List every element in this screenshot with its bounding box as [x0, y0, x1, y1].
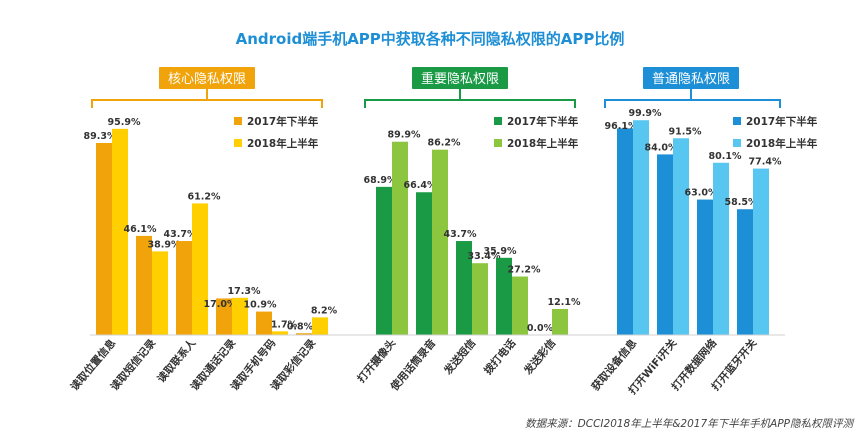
category-label: 读取联系人	[155, 336, 199, 385]
data-label: 77.4%	[749, 157, 782, 168]
group-header-box	[159, 67, 255, 89]
bar	[657, 154, 673, 335]
legend-label: 2017年下半年	[746, 115, 818, 128]
data-label: 58.5%	[725, 197, 758, 208]
bar	[432, 149, 448, 335]
legend-swatch	[234, 117, 242, 125]
data-label: 66.4%	[404, 180, 437, 191]
group-bracket	[91, 89, 323, 108]
bar	[256, 311, 272, 335]
legend-swatch	[733, 139, 741, 147]
data-label: 43.7%	[444, 229, 477, 240]
data-label: 12.1%	[548, 297, 581, 308]
bar	[673, 138, 689, 335]
data-label: 8.2%	[311, 305, 338, 316]
legend-label: 2017年下半年	[507, 115, 579, 128]
category-label: 发送短信	[441, 336, 479, 378]
data-label: 35.9%	[484, 246, 517, 257]
bar	[136, 235, 152, 335]
data-label: 89.9%	[388, 130, 421, 141]
category-label: 打开摄像头	[355, 336, 399, 385]
bar	[176, 241, 192, 335]
legend-swatch	[494, 117, 502, 125]
source-note: 数据来源：DCCI2018年上半年&2017年下半年手机APP隐私权限评测	[525, 418, 854, 430]
bar	[192, 203, 208, 335]
data-label: 46.1%	[124, 224, 157, 235]
data-label: 17.3%	[228, 286, 261, 297]
bar	[512, 276, 528, 335]
bar	[713, 162, 729, 335]
bar	[296, 333, 312, 335]
data-label: 80.1%	[709, 151, 742, 162]
data-label: 91.5%	[669, 126, 702, 137]
bar	[416, 192, 432, 335]
chart-title: Android端手机APP中获取各种不同隐私权限的APP比例	[236, 30, 625, 48]
data-label: 38.9%	[148, 239, 181, 250]
group-bracket	[364, 89, 576, 108]
legend-label: 2017年下半年	[247, 115, 319, 128]
bar	[617, 128, 633, 335]
group-header-box	[643, 67, 739, 89]
data-label: 33.4%	[468, 251, 501, 262]
bar	[392, 141, 408, 335]
data-label: 43.7%	[164, 229, 197, 240]
data-label: 63.0%	[685, 188, 718, 199]
bar	[152, 251, 168, 335]
bar	[472, 263, 488, 335]
bar	[112, 128, 128, 335]
data-label: 95.9%	[108, 117, 141, 128]
data-label: 89.3%	[84, 131, 117, 142]
group-header-label: 重要隐私权限	[421, 71, 499, 87]
group-1: 核心隐私权限2017年下半年2018年上半年89.3%95.9%读取位置信息46…	[68, 67, 338, 393]
group-header-label: 普通隐私权限	[652, 71, 730, 87]
bar	[96, 143, 112, 335]
data-label: 1.7%	[271, 319, 298, 330]
bar	[312, 317, 328, 335]
legend-swatch	[733, 117, 741, 125]
legend-label: 2018年上半年	[746, 137, 818, 150]
data-label: 68.9%	[364, 175, 397, 186]
legend-label: 2018年上半年	[507, 137, 579, 150]
bar	[737, 209, 753, 335]
bar	[633, 120, 649, 335]
legend-swatch	[234, 139, 242, 147]
data-label: 99.9%	[629, 108, 662, 119]
data-label: 27.2%	[508, 265, 541, 276]
bar	[456, 241, 472, 335]
data-label: 0.8%	[287, 321, 314, 332]
group-3: 普通隐私权限2017年下半年2018年上半年96.1%99.9%获取设备信息84…	[589, 67, 818, 397]
bar	[496, 257, 512, 335]
data-label: 84.0%	[645, 142, 678, 153]
legend-swatch	[494, 139, 502, 147]
bar	[232, 297, 248, 335]
data-label: 0.0%	[527, 323, 554, 334]
category-label: 拨打电话	[481, 336, 518, 377]
data-label: 86.2%	[428, 138, 461, 149]
category-label: 发送彩信	[521, 336, 559, 378]
bar	[376, 186, 392, 335]
data-label: 61.2%	[188, 191, 221, 202]
data-label: 96.1%	[605, 121, 638, 132]
data-label: 10.9%	[244, 300, 277, 311]
bar	[552, 308, 568, 335]
group-bracket	[604, 89, 781, 108]
bar	[753, 168, 769, 335]
group-header-box	[412, 67, 508, 89]
bar	[272, 331, 288, 335]
bar	[697, 199, 713, 335]
legend-label: 2018年上半年	[247, 137, 319, 150]
data-label: 17.0%	[204, 299, 237, 310]
group-2: 重要隐私权限 2017年下半年 2018年上半年 68.9% 89.9% 打开摄像头 66.…	[355, 67, 581, 394]
group-header-label: 核心隐私权限	[168, 71, 246, 87]
chart-groups: 核心隐私权限2017年下半年2018年上半年89.3%95.9%读取位置信息46…	[68, 67, 818, 397]
bar	[216, 298, 232, 335]
